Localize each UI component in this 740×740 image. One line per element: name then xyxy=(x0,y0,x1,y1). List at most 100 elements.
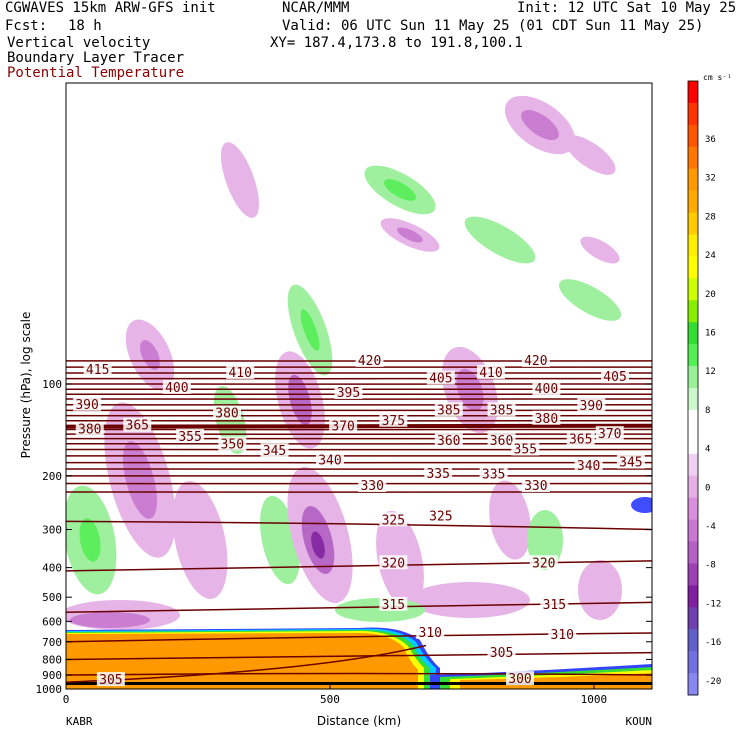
colorbar-swatch xyxy=(688,366,698,389)
theta-label: 325 xyxy=(382,513,405,528)
theta-label-bg xyxy=(601,369,630,384)
theta-label: 400 xyxy=(535,382,558,397)
theta-label: 365 xyxy=(569,432,592,447)
variable-vertical-velocity: Vertical velocity xyxy=(7,35,151,51)
theta-contour xyxy=(66,377,652,380)
theta-label: 380 xyxy=(78,423,101,438)
theta-label-bg xyxy=(83,362,112,377)
theta-contour xyxy=(66,409,652,412)
y-tick-label: 600 xyxy=(42,615,62,628)
theta-label: 350 xyxy=(221,438,244,453)
theta-contour xyxy=(66,403,652,406)
theta-label-bg xyxy=(416,624,445,639)
variable-boundary-layer-tracer: Boundary Layer Tracer xyxy=(7,50,185,66)
theta-label-bg xyxy=(162,379,191,394)
colorbar-label: -4 xyxy=(705,522,716,532)
cross-section-endpoints: XY= 187.4,173.8 to 191.8,100.1 xyxy=(270,35,523,51)
theta-label-bg xyxy=(379,596,408,611)
valid-time: Valid: 06 UTC Sun 11 May 25 (01 CDT Sun … xyxy=(282,18,704,34)
theta-label: 330 xyxy=(360,479,383,494)
theta-contour xyxy=(66,467,652,471)
theta-contour xyxy=(66,437,652,440)
theta-contour xyxy=(66,651,652,661)
theta-contour-tropopause xyxy=(66,423,652,429)
x-tick-label: 0 xyxy=(63,693,70,706)
theta-contour xyxy=(66,461,652,464)
plot-frame xyxy=(65,82,653,690)
theta-contour xyxy=(66,419,652,422)
theta-contour xyxy=(66,482,652,485)
theta-label-bg xyxy=(434,433,463,448)
theta-label-bg xyxy=(521,352,550,367)
colorbar-label: 20 xyxy=(705,290,716,300)
colorbar-swatch xyxy=(688,124,698,148)
theta-label: 410 xyxy=(479,366,502,381)
theta-label: 385 xyxy=(490,403,513,418)
theta-label: 390 xyxy=(75,398,98,413)
theta-label-bg xyxy=(540,596,569,611)
theta-label: 330 xyxy=(524,479,547,494)
theta-label-bg xyxy=(574,458,603,473)
theta-label-bg xyxy=(358,478,387,493)
x-axis: 0 500 1000 xyxy=(63,683,607,706)
colorbar-label: 32 xyxy=(705,174,716,184)
theta-label-bg xyxy=(487,644,516,659)
theta-label: 420 xyxy=(358,354,381,369)
theta-label-bg xyxy=(548,626,577,641)
theta-label-bg xyxy=(476,364,505,379)
theta-label: 375 xyxy=(382,414,405,429)
colorbar-swatch xyxy=(688,497,698,521)
colorbar-label: 28 xyxy=(705,212,716,222)
theta-contour xyxy=(66,672,652,676)
theta-label: 380 xyxy=(535,412,558,427)
theta-label-bg xyxy=(75,421,104,436)
theta-contour xyxy=(66,382,652,386)
theta-label-bg xyxy=(529,555,558,570)
theta-contour xyxy=(66,448,652,451)
theta-label-bg xyxy=(532,410,561,425)
y-tick-label: 200 xyxy=(42,470,62,483)
colorbar-label: -12 xyxy=(705,599,721,609)
colorbar-label: 16 xyxy=(705,329,716,339)
theta-label: 310 xyxy=(419,626,442,641)
colorbar-swatch xyxy=(688,541,698,564)
theta-contour xyxy=(66,520,652,531)
colorbar-swatch xyxy=(688,629,698,652)
colorbar: 36 32 28 24 20 16 12 8 4 0 -4 -8 -12 -16 -20 xyxy=(687,80,721,696)
theta-label-bg xyxy=(479,466,508,481)
theta-label-bg xyxy=(315,452,344,467)
x-tick-label: 500 xyxy=(320,693,340,706)
theta-label: 355 xyxy=(514,443,537,458)
colorbar-swatch xyxy=(688,322,698,345)
theta-label: 345 xyxy=(619,456,642,471)
theta-label-bg xyxy=(521,478,550,493)
theta-label-bg xyxy=(487,433,516,448)
theta-label-bg xyxy=(595,426,624,441)
theta-label: 345 xyxy=(263,444,286,459)
colorbar-swatch xyxy=(688,168,698,192)
colorbar-swatch xyxy=(688,431,698,455)
theta-label: 385 xyxy=(437,403,460,418)
init-time: Init: 12 UTC Sat 10 May 25 xyxy=(517,0,737,16)
theta-contour xyxy=(66,644,427,683)
x-axis-label: Distance (km) xyxy=(317,714,401,728)
colorbar-swatch xyxy=(688,651,698,674)
y-tick-label: 900 xyxy=(42,669,62,682)
forecast-label: Fcst: xyxy=(5,18,48,34)
potential-temperature-labels: 415 410 420 420 405 410 405 400 400 395 390 390 385 3… xyxy=(73,352,645,688)
theta-label-bg xyxy=(260,443,289,458)
colorbar-swatch xyxy=(688,409,698,433)
theta-label: 415 xyxy=(86,363,109,378)
colorbar-swatch xyxy=(688,453,698,477)
y-tick-label: 500 xyxy=(42,591,62,604)
model-title: CGWAVES 15km ARW-GFS init xyxy=(5,0,216,16)
theta-contour xyxy=(66,474,652,477)
colorbar-label: 0 xyxy=(705,483,710,493)
colorbar-swatch xyxy=(688,344,698,367)
y-tick-label: 700 xyxy=(42,636,62,649)
theta-label: 310 xyxy=(551,628,574,643)
theta-contour xyxy=(66,490,652,494)
theta-label: 360 xyxy=(490,434,513,449)
